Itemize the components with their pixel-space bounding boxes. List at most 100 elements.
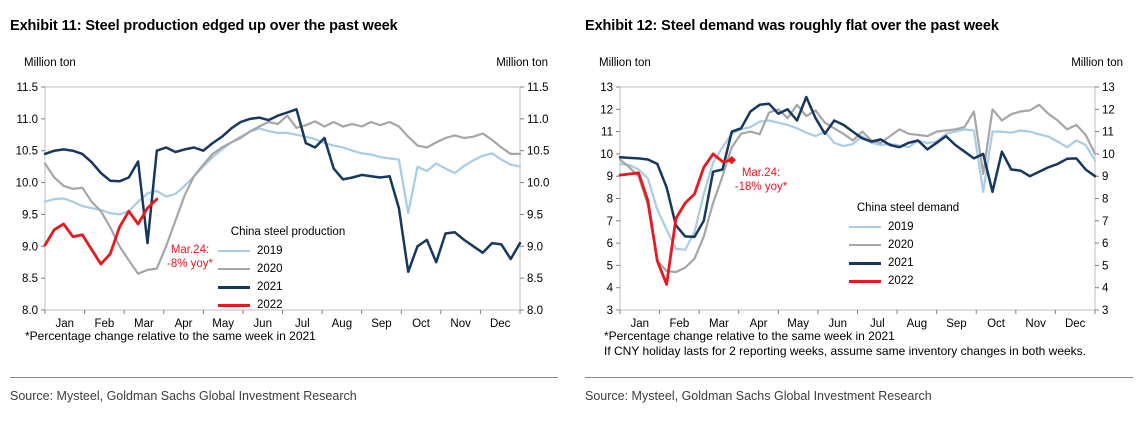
- legend-item-2021: 2021: [833, 254, 983, 272]
- legend-swatch-2020: [849, 244, 881, 246]
- footnote-line: *Percentage change relative to the same …: [604, 329, 895, 343]
- legend-label-2020: 2020: [257, 263, 283, 275]
- x-tick-label: Nov: [1025, 318, 1046, 330]
- y-tick-label-right: 3: [1102, 305, 1108, 317]
- x-tick-label: Aug: [907, 318, 927, 330]
- y-axis-unit-left: Million ton: [599, 57, 651, 69]
- x-tick-label: Oct: [412, 318, 431, 330]
- series-line-2022: [618, 152, 734, 286]
- legend-item-2019: 2019: [833, 218, 983, 236]
- x-tick-label: Aug: [332, 318, 352, 330]
- production-annotation: Mar.24: -8% yoy*: [148, 243, 232, 271]
- y-tick-label-left: 8.5: [22, 273, 38, 285]
- y-tick-label-left: 10: [600, 149, 613, 161]
- legend-item-2021: 2021: [213, 278, 363, 296]
- x-tick-label: Oct: [987, 318, 1006, 330]
- production-legend: China steel production 2019 2020 2021 2022: [213, 224, 363, 314]
- series-line-2020: [43, 114, 522, 275]
- legend-label-2022: 2022: [888, 275, 914, 287]
- y-tick-label-left: 9.0: [22, 241, 38, 253]
- x-tick-label: Jul: [870, 318, 885, 330]
- legend-label-2020: 2020: [888, 239, 914, 251]
- annotation-date: Mar.24:: [170, 244, 210, 256]
- x-tick-label: Mar: [134, 318, 154, 330]
- x-tick-label: May: [787, 318, 809, 330]
- y-tick-label-right: 9.5: [527, 209, 543, 221]
- divider-line: [10, 377, 558, 378]
- demand-chart-canvas: 3 3 4 4 5 5 6 6 7 7 8 8 9 9 10 10 11 11 12 12 13 13 Jan Feb Mar A…: [600, 82, 1115, 330]
- x-tick-label: Dec: [490, 318, 511, 330]
- y-tick-label-left: 4: [607, 283, 614, 295]
- series-line-2019: [618, 119, 1097, 251]
- y-tick-label-left: 9: [607, 171, 613, 183]
- y-axis-unit-left: Million ton: [24, 57, 76, 69]
- x-tick-label: Jan: [56, 318, 75, 330]
- legend-item-2020: 2020: [833, 236, 983, 254]
- legend-swatch-2022: [218, 303, 250, 307]
- legend-swatch-2021: [849, 261, 881, 265]
- series-line-2019: [43, 127, 522, 216]
- x-tick-label: May: [212, 318, 234, 330]
- x-tick-label: Sep: [371, 318, 391, 330]
- y-tick-label-right: 10: [1102, 149, 1115, 161]
- legend-item-2019: 2019: [213, 242, 363, 260]
- divider-line: [585, 377, 1133, 378]
- legend-swatch-2020: [218, 268, 250, 270]
- x-tick-label: Apr: [750, 318, 768, 330]
- exhibit-11-panel: Exhibit 11: Steel production edged up ov…: [0, 0, 570, 422]
- y-tick-label-right: 11: [1102, 127, 1114, 139]
- legend-item-2022: 2022: [833, 272, 983, 290]
- y-tick-label-right: 5: [1102, 260, 1108, 272]
- legend-item-2022: 2022: [213, 296, 363, 314]
- y-tick-label-right: 8: [1102, 194, 1108, 206]
- annotation-date: Mar.24:: [741, 167, 781, 179]
- legend-title: China steel demand: [856, 202, 960, 214]
- series-line-2021: [43, 108, 522, 274]
- x-tick-label: Jul: [295, 318, 310, 330]
- y-tick-label-left: 8.0: [22, 305, 38, 317]
- y-tick-label-right: 11.0: [527, 114, 549, 126]
- x-tick-label: Jun: [828, 318, 847, 330]
- y-tick-label-right: 10.0: [527, 178, 549, 190]
- x-tick-label: Feb: [94, 318, 114, 330]
- production-chart-canvas: 8.0 8.0 8.5 8.5 9.0 9.0 9.5 9.5 10.0 10.0 10.5 10.5…: [16, 82, 550, 330]
- legend-swatch-2022: [849, 279, 881, 283]
- legend-swatch-2019: [849, 226, 881, 228]
- y-tick-label-left: 5: [607, 260, 613, 272]
- y-tick-label-left: 12: [600, 104, 613, 116]
- y-axis-unit-right: Million ton: [1071, 57, 1123, 69]
- y-tick-label-right: 6: [1102, 238, 1108, 250]
- annotation-value: -8% yoy*: [166, 258, 214, 270]
- demand-legend: China steel demand 2019 2020 2021 2022: [833, 200, 983, 290]
- y-tick-label-left: 6: [607, 238, 613, 250]
- legend-label-2021: 2021: [257, 281, 283, 293]
- legend-swatch-2021: [218, 285, 250, 289]
- y-tick-label-right: 8.5: [527, 273, 543, 285]
- y-tick-label-right: 9: [1102, 171, 1108, 183]
- legend-swatch-2019: [218, 250, 250, 252]
- y-tick-label-right: 12: [1102, 104, 1115, 116]
- y-tick-label-left: 10.5: [16, 146, 38, 158]
- y-tick-label-right: 9.0: [527, 241, 543, 253]
- legend-label-2019: 2019: [257, 245, 283, 257]
- x-tick-label: Nov: [450, 318, 471, 330]
- y-tick-label-right: 13: [1102, 82, 1115, 94]
- y-tick-label-left: 11.0: [16, 114, 38, 126]
- y-tick-label-left: 11: [601, 127, 613, 139]
- y-tick-label-right: 4: [1102, 283, 1109, 295]
- exhibit-12-title: Exhibit 12: Steel demand was roughly fla…: [585, 18, 999, 35]
- demand-footnotes: *Percentage change relative to the same …: [604, 329, 1086, 358]
- y-tick-label-left: 7: [607, 216, 613, 228]
- demand-annotation: Mar.24: -18% yoy*: [715, 166, 807, 194]
- legend-label-2022: 2022: [257, 299, 283, 311]
- x-tick-label: Jan: [631, 318, 650, 330]
- y-tick-label-left: 13: [600, 82, 613, 94]
- x-tick-label: Sep: [946, 318, 966, 330]
- series-line-2021: [618, 95, 1097, 239]
- y-tick-label-left: 9.5: [22, 209, 38, 221]
- exhibit-11-title: Exhibit 11: Steel production edged up ov…: [10, 18, 398, 35]
- source-text: Source: Mysteel, Goldman Sachs Global In…: [585, 389, 932, 403]
- footnote-line: If CNY holiday lasts for 2 reporting wee…: [604, 343, 1087, 358]
- y-tick-label-left: 3: [607, 305, 613, 317]
